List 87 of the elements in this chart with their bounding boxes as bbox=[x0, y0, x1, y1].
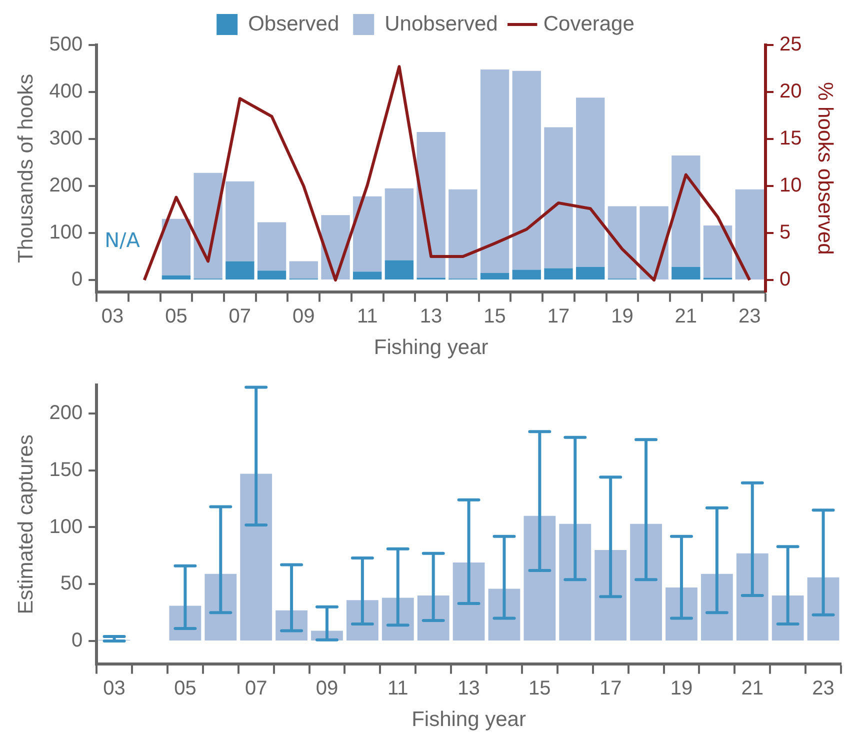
y2-tick-label: 15 bbox=[780, 128, 802, 150]
bar bbox=[703, 226, 732, 278]
y2-tick-label: 5 bbox=[780, 222, 791, 244]
bar bbox=[488, 588, 520, 641]
bar bbox=[162, 218, 191, 276]
bar bbox=[807, 577, 840, 641]
x-tick-label: 13 bbox=[458, 677, 480, 700]
x-tick-label: 07 bbox=[228, 305, 252, 328]
x-axis-title: Fishing year bbox=[374, 336, 488, 360]
y-tick-label: 0 bbox=[71, 268, 83, 291]
y-axis-title: Estimated captures bbox=[14, 434, 38, 614]
legend-label: Observed bbox=[248, 12, 340, 36]
x-tick-label: 11 bbox=[356, 305, 378, 328]
y-tick-label: 0 bbox=[71, 630, 83, 652]
legend-label: Coverage bbox=[543, 12, 634, 36]
bar bbox=[544, 127, 573, 268]
bar bbox=[226, 181, 254, 262]
bar bbox=[480, 272, 510, 280]
bar bbox=[416, 132, 446, 278]
bar bbox=[512, 70, 541, 270]
bar bbox=[448, 189, 478, 279]
x-tick-label: 19 bbox=[670, 677, 693, 700]
y2-tick-label: 10 bbox=[780, 174, 802, 197]
bar bbox=[735, 189, 764, 280]
bar bbox=[204, 574, 237, 641]
bar bbox=[384, 188, 414, 260]
x-tick-label: 21 bbox=[741, 677, 764, 700]
bar bbox=[544, 268, 573, 280]
bar bbox=[353, 196, 382, 272]
bar bbox=[240, 474, 272, 641]
x-tick-label: 21 bbox=[674, 305, 698, 328]
x-tick-label: 15 bbox=[484, 305, 506, 328]
bar bbox=[559, 524, 592, 641]
y-tick-label: 300 bbox=[49, 128, 83, 150]
bar bbox=[594, 550, 627, 641]
bar bbox=[736, 553, 768, 641]
bar bbox=[630, 524, 662, 641]
y-axis-title: Thousands of hooks bbox=[14, 74, 38, 263]
bar bbox=[353, 272, 382, 280]
y-tick-label: 100 bbox=[49, 222, 83, 244]
y-tick-label: 100 bbox=[49, 516, 83, 538]
x-tick-label: 23 bbox=[812, 677, 834, 700]
bar bbox=[608, 206, 637, 279]
bar bbox=[480, 69, 510, 273]
bar bbox=[640, 206, 668, 280]
legend-label: Unobserved bbox=[384, 12, 498, 36]
x-tick-label: 05 bbox=[174, 677, 196, 700]
y-tick-label: 500 bbox=[49, 34, 83, 56]
annotation: N/A bbox=[104, 228, 140, 252]
y2-axis-title: % hooks observed bbox=[814, 82, 837, 255]
bar bbox=[700, 574, 733, 641]
x-tick-label: 09 bbox=[292, 305, 315, 328]
y-tick-label: 50 bbox=[60, 572, 83, 595]
bar bbox=[452, 562, 485, 641]
x-tick-label: 03 bbox=[103, 677, 126, 700]
bar bbox=[672, 266, 700, 280]
x-axis-title: Fishing year bbox=[412, 708, 526, 732]
y-tick-label: 400 bbox=[49, 80, 83, 103]
x-tick-label: 13 bbox=[420, 305, 442, 328]
x-tick-label: 23 bbox=[738, 305, 761, 328]
y-tick-label: 200 bbox=[49, 402, 83, 424]
bar bbox=[257, 270, 286, 280]
x-tick-label: 11 bbox=[388, 677, 408, 700]
x-tick-label: 07 bbox=[244, 677, 268, 700]
x-tick-label: 17 bbox=[547, 305, 570, 328]
bar bbox=[666, 588, 698, 641]
x-tick-label: 17 bbox=[599, 677, 622, 700]
x-tick-label: 09 bbox=[316, 677, 338, 700]
bar bbox=[226, 261, 254, 280]
x-tick-label: 15 bbox=[528, 677, 551, 700]
bar bbox=[524, 516, 556, 641]
y-tick-label: 150 bbox=[49, 458, 83, 481]
y-tick-label: 200 bbox=[49, 174, 83, 197]
bar bbox=[576, 266, 605, 280]
y2-tick-label: 0 bbox=[780, 268, 791, 291]
y2-tick-label: 25 bbox=[780, 34, 802, 56]
x-tick-label: 05 bbox=[165, 305, 188, 328]
bar bbox=[672, 155, 700, 267]
x-tick-label: 03 bbox=[101, 305, 124, 328]
bar bbox=[257, 222, 286, 271]
bar bbox=[384, 260, 414, 280]
bar bbox=[576, 98, 605, 267]
y2-tick-label: 20 bbox=[780, 80, 802, 103]
bar bbox=[289, 261, 318, 279]
x-tick-label: 19 bbox=[611, 305, 634, 328]
bar bbox=[512, 270, 541, 280]
bar bbox=[162, 275, 191, 280]
